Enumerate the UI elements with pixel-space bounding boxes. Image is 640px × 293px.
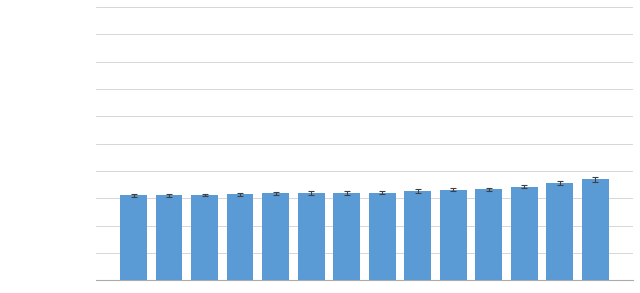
Bar xyxy=(369,193,396,280)
Bar xyxy=(476,189,502,280)
Bar xyxy=(333,193,360,280)
Bar xyxy=(582,179,609,280)
Bar xyxy=(191,195,218,280)
Bar xyxy=(404,191,431,280)
Bar xyxy=(547,183,573,280)
Bar xyxy=(298,193,324,280)
Bar xyxy=(511,187,538,280)
Bar xyxy=(440,190,467,280)
Bar xyxy=(262,193,289,280)
Bar xyxy=(227,194,253,280)
Bar xyxy=(120,195,147,280)
Bar xyxy=(156,195,182,280)
